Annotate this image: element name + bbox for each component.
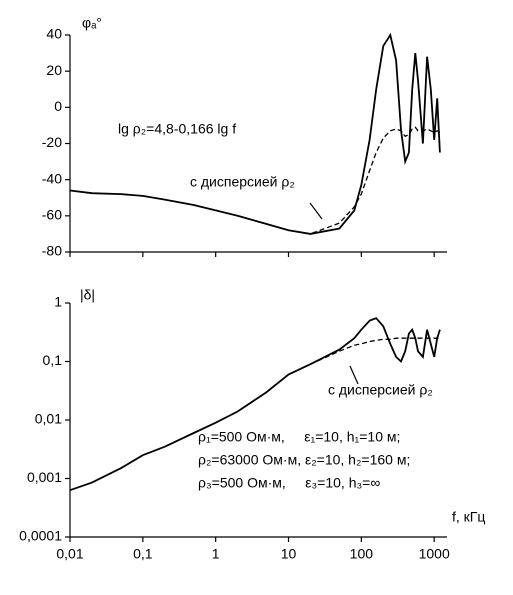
y-tick-label: 0,001 <box>27 469 62 485</box>
line-series <box>288 337 440 376</box>
y-tick-label: 0,0001 <box>19 528 62 544</box>
y-axis-label: φₐ° <box>82 15 102 31</box>
annotation: ρ₁=500 Ом·м, ε₁=10, h₁=10 м; <box>198 429 400 445</box>
x-tick-label: 100 <box>350 546 374 562</box>
y-tick-label: 40 <box>46 26 62 42</box>
y-tick-label: 20 <box>46 62 62 78</box>
y-axis-label: |δ| <box>80 287 95 303</box>
y-tick-label: -60 <box>42 207 62 223</box>
x-tick-label: 10 <box>281 546 297 562</box>
line-series <box>288 126 441 235</box>
annotation: с дисперсией ρ₂ <box>328 382 433 398</box>
y-tick-label: -80 <box>42 243 62 259</box>
annotation: с дисперсией ρ₂ <box>190 174 295 190</box>
x-tick-label: 0,01 <box>56 546 83 562</box>
pointer <box>349 365 359 385</box>
y-tick-label: -40 <box>42 170 62 186</box>
line-series <box>69 317 441 492</box>
x-axis-label: f, кГц <box>452 509 485 525</box>
y-tick-label: 0,01 <box>35 411 62 427</box>
x-tick-label: 0,1 <box>133 546 153 562</box>
annotation: ρ₂=63000 Ом·м, ε₂=10, h₂=160 м; <box>198 452 410 468</box>
annotation: ρ₃=500 Ом·м, ε₃=10, h₃=∞ <box>198 475 380 491</box>
line-series <box>69 32 441 235</box>
y-tick-label: 1 <box>54 294 62 310</box>
y-tick-label: 0 <box>54 98 62 114</box>
annotation: lg ρ₂=4,8-0,166 lg f <box>118 121 236 137</box>
y-tick-label: 0,1 <box>43 352 63 368</box>
y-tick-label: -20 <box>42 134 62 150</box>
x-tick-label: 1 <box>212 546 220 562</box>
pointer <box>309 202 323 220</box>
x-tick-label: 1000 <box>419 546 450 562</box>
